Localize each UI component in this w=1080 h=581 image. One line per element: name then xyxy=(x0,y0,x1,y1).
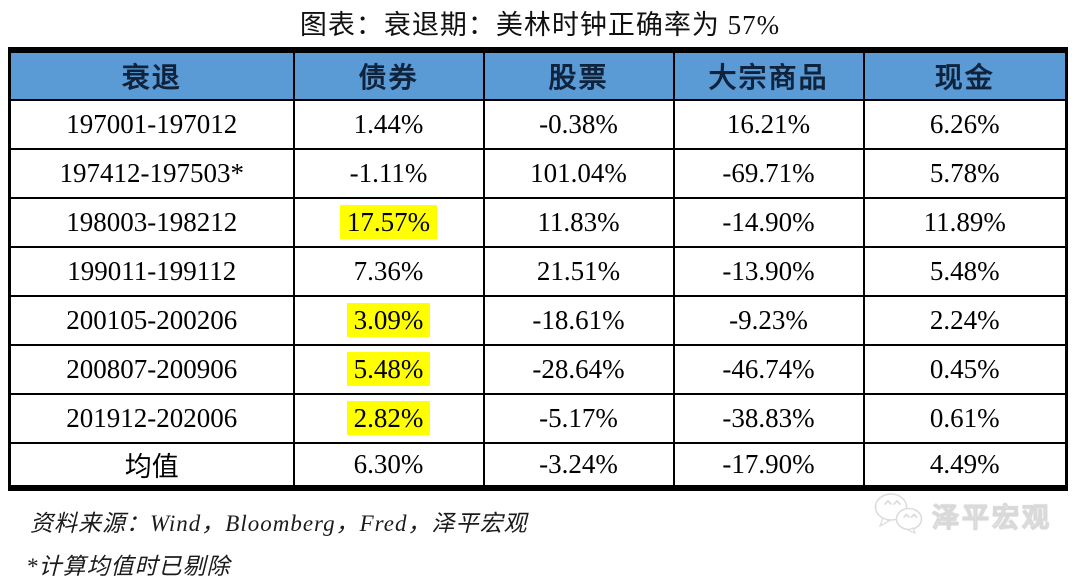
cell-commodity: -69.71% xyxy=(672,148,865,199)
cell-bond: -1.11% xyxy=(292,148,485,199)
watermark: 泽平宏观 xyxy=(873,492,1052,539)
cell-bond: 1.44% xyxy=(292,99,485,150)
table-row: 197001-197012 1.44% -0.38% 16.21% 6.26% xyxy=(8,99,1068,150)
cell-cash: 11.89% xyxy=(862,197,1068,248)
table-row: 200105-200206 3.09% -18.61% -9.23% 2.24% xyxy=(8,295,1068,346)
cell-commodity: -46.74% xyxy=(672,344,865,395)
cell-commodity: -14.90% xyxy=(672,197,865,248)
page-title: 图表：衰退期：美林时钟正确率为 57% xyxy=(299,10,781,40)
cell-bond: 3.09% xyxy=(292,295,485,346)
table-row: 200807-200906 5.48% -28.64% -46.74% 0.45… xyxy=(8,344,1068,395)
cell-stock: -28.64% xyxy=(482,344,675,395)
cell-period: 201912-202006 xyxy=(8,393,295,444)
bond-value: -1.11% xyxy=(349,158,428,188)
bond-value-highlighted: 2.82% xyxy=(346,401,431,435)
bond-value: 6.30% xyxy=(353,449,424,479)
table-row: 198003-198212 17.57% 11.83% -14.90% 11.8… xyxy=(8,197,1068,248)
table-row: 199011-199112 7.36% 21.51% -13.90% 5.48% xyxy=(8,246,1068,297)
table-row: 201912-202006 2.82% -5.17% -38.83% 0.61% xyxy=(8,393,1068,444)
cell-cash: 5.48% xyxy=(862,246,1068,297)
cell-cash: 5.78% xyxy=(862,148,1068,199)
col-header-commodities: 大宗商品 xyxy=(672,49,865,101)
cell-stock: -0.38% xyxy=(482,99,675,150)
cell-period: 199011-199112 xyxy=(8,246,295,297)
merrill-clock-recession-table: 衰退 债券 股票 大宗商品 现金 197001-197012 1.44% -0.… xyxy=(8,47,1068,491)
cell-stock: -5.17% xyxy=(482,393,675,444)
cell-period: 197412-197503* xyxy=(8,148,295,199)
col-header-cash: 现金 xyxy=(862,49,1068,101)
cell-bond: 6.30% xyxy=(292,442,485,489)
bond-value-highlighted: 17.57% xyxy=(339,205,438,239)
bond-value-highlighted: 5.48% xyxy=(346,352,431,386)
cell-commodity: -17.90% xyxy=(672,442,865,489)
cell-commodity: 16.21% xyxy=(672,99,865,150)
cell-cash: 2.24% xyxy=(862,295,1068,346)
cell-cash: 0.61% xyxy=(862,393,1068,444)
cell-cash: 0.45% xyxy=(862,344,1068,395)
cell-cash: 6.26% xyxy=(862,99,1068,150)
cell-period: 198003-198212 xyxy=(8,197,295,248)
cell-stock: -3.24% xyxy=(482,442,675,489)
cell-period: 197001-197012 xyxy=(8,99,295,150)
footnote: *计算均值时已剔除 xyxy=(26,554,231,579)
table-row-mean: 均值 6.30% -3.24% -17.90% 4.49% xyxy=(8,442,1068,489)
wechat-icon xyxy=(873,492,925,539)
watermark-label: 泽平宏观 xyxy=(932,503,1052,534)
col-header-bonds: 债券 xyxy=(292,49,485,101)
cell-stock: 101.04% xyxy=(482,148,675,199)
cell-stock: 11.83% xyxy=(482,197,675,248)
cell-bond: 17.57% xyxy=(292,197,485,248)
cell-commodity: -38.83% xyxy=(672,393,865,444)
cell-bond: 5.48% xyxy=(292,344,485,395)
cell-stock: 21.51% xyxy=(482,246,675,297)
bond-value: 7.36% xyxy=(353,256,424,286)
bond-value-highlighted: 3.09% xyxy=(346,303,431,337)
col-header-stocks: 股票 xyxy=(482,49,675,101)
cell-cash: 4.49% xyxy=(862,442,1068,489)
col-header-recession: 衰退 xyxy=(8,49,295,101)
cell-commodity: -13.90% xyxy=(672,246,865,297)
cell-period: 200105-200206 xyxy=(8,295,295,346)
cell-bond: 2.82% xyxy=(292,393,485,444)
cell-stock: -18.61% xyxy=(482,295,675,346)
table-header-row: 衰退 债券 股票 大宗商品 现金 xyxy=(8,49,1068,101)
bond-value: 1.44% xyxy=(353,109,424,139)
cell-period: 200807-200906 xyxy=(8,344,295,395)
source-line: 资料来源：Wind，Bloomberg，Fred，泽平宏观 xyxy=(30,511,528,536)
cell-period-mean: 均值 xyxy=(8,442,295,489)
cell-commodity: -9.23% xyxy=(672,295,865,346)
cell-bond: 7.36% xyxy=(292,246,485,297)
table-row: 197412-197503* -1.11% 101.04% -69.71% 5.… xyxy=(8,148,1068,199)
